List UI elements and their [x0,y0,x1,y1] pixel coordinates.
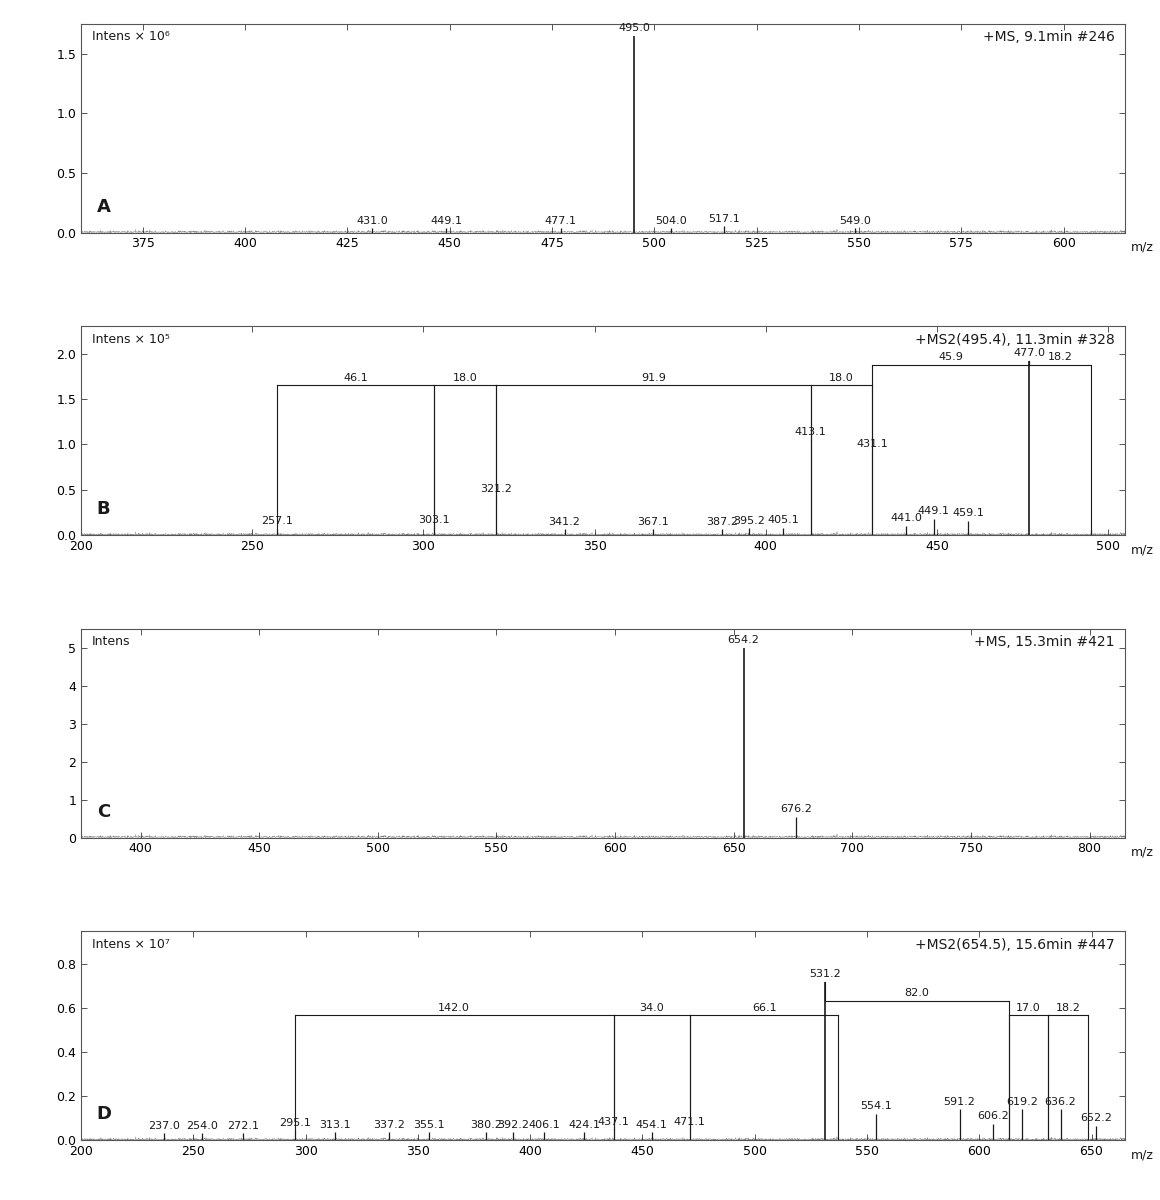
Text: m/z: m/z [1130,1148,1153,1162]
Text: A: A [97,198,110,216]
Text: 237.0: 237.0 [148,1121,180,1130]
Text: D: D [97,1105,111,1123]
Text: 454.1: 454.1 [636,1120,668,1130]
Text: 387.2: 387.2 [706,517,738,527]
Text: 272.1: 272.1 [227,1121,259,1130]
Text: 636.2: 636.2 [1045,1097,1076,1106]
Text: +MS2(495.4), 11.3min #328: +MS2(495.4), 11.3min #328 [915,332,1115,347]
Text: 392.2: 392.2 [496,1120,529,1130]
Text: B: B [97,500,110,518]
Text: m/z: m/z [1130,846,1153,859]
Text: 654.2: 654.2 [727,635,760,646]
Text: 554.1: 554.1 [861,1102,892,1111]
Text: 652.2: 652.2 [1080,1114,1112,1123]
Text: Intens × 10⁶: Intens × 10⁶ [92,30,169,43]
Text: 477.0: 477.0 [1014,348,1045,359]
Text: 18.2: 18.2 [1047,353,1073,362]
Text: 549.0: 549.0 [839,216,871,226]
Text: 449.1: 449.1 [918,506,950,516]
Text: 45.9: 45.9 [938,353,963,362]
Text: 367.1: 367.1 [637,517,669,527]
Text: 18.0: 18.0 [829,373,854,383]
Text: 405.1: 405.1 [768,515,799,526]
Text: 295.1: 295.1 [278,1117,311,1128]
Text: 431.0: 431.0 [356,216,387,226]
Text: 66.1: 66.1 [752,1003,776,1013]
Text: 413.1: 413.1 [795,427,827,437]
Text: 619.2: 619.2 [1007,1097,1038,1106]
Text: +MS, 9.1min #246: +MS, 9.1min #246 [983,30,1115,44]
Text: 395.2: 395.2 [733,516,766,526]
Text: 257.1: 257.1 [261,516,292,527]
Text: 431.1: 431.1 [856,439,889,449]
Text: 477.1: 477.1 [545,216,577,226]
Text: 441.0: 441.0 [890,514,922,523]
Text: 303.1: 303.1 [419,515,450,526]
Text: 34.0: 34.0 [639,1003,664,1013]
Text: m/z: m/z [1130,241,1153,254]
Text: 591.2: 591.2 [943,1097,976,1106]
Text: 406.1: 406.1 [528,1120,560,1130]
Text: 341.2: 341.2 [549,517,580,527]
Text: 46.1: 46.1 [343,373,368,383]
Text: 424.1: 424.1 [568,1120,601,1130]
Text: 337.2: 337.2 [374,1120,405,1130]
Text: 355.1: 355.1 [414,1120,445,1130]
Text: 449.1: 449.1 [430,216,462,226]
Text: 380.2: 380.2 [470,1120,502,1130]
Text: Intens: Intens [92,635,130,648]
Text: 606.2: 606.2 [978,1111,1009,1121]
Text: +MS2(654.5), 15.6min #447: +MS2(654.5), 15.6min #447 [915,937,1115,952]
Text: 17.0: 17.0 [1016,1003,1041,1013]
Text: 437.1: 437.1 [597,1117,630,1127]
Text: m/z: m/z [1130,544,1153,557]
Text: 531.2: 531.2 [809,970,841,979]
Text: 504.0: 504.0 [655,216,687,226]
Text: 82.0: 82.0 [905,989,929,998]
Text: 91.9: 91.9 [641,373,666,383]
Text: 313.1: 313.1 [319,1120,351,1130]
Text: 676.2: 676.2 [780,804,812,814]
Text: 142.0: 142.0 [438,1003,470,1013]
Text: 18.0: 18.0 [452,373,478,383]
Text: 471.1: 471.1 [674,1117,705,1127]
Text: 18.2: 18.2 [1056,1003,1080,1013]
Text: Intens × 10⁵: Intens × 10⁵ [92,332,169,346]
Text: C: C [97,803,110,821]
Text: Intens × 10⁷: Intens × 10⁷ [92,937,169,950]
Text: 517.1: 517.1 [709,214,740,223]
Text: 495.0: 495.0 [618,24,650,34]
Text: 254.0: 254.0 [187,1121,218,1130]
Text: 321.2: 321.2 [480,485,512,494]
Text: +MS, 15.3min #421: +MS, 15.3min #421 [974,635,1115,649]
Text: 459.1: 459.1 [952,508,984,518]
